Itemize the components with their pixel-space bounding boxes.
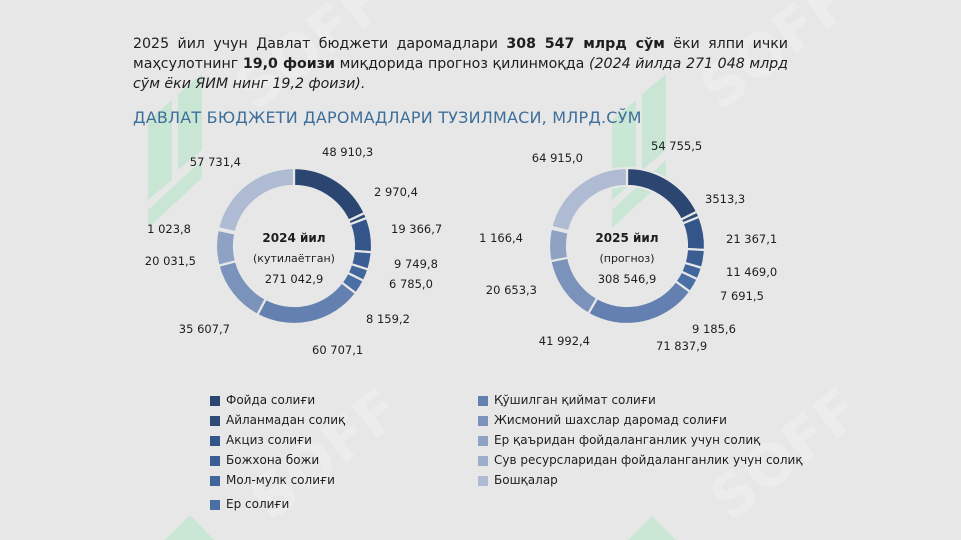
slice-value-label: 20 653,3 xyxy=(486,283,537,297)
legend-swatch xyxy=(210,396,220,406)
donut-chart-0: 48 910,3 2 970,4 19 366,7 9 749,8 6 785,0 8 1… xyxy=(145,145,442,357)
legend-swatch xyxy=(210,476,220,486)
slice-value-label: 71 837,9 xyxy=(656,339,707,353)
slice-value-label: 11 469,0 xyxy=(726,265,777,279)
legend-label: Ер солиғи xyxy=(226,497,290,511)
slice-value-label: 6 785,0 xyxy=(389,277,433,291)
slice-value-label: 1 023,8 xyxy=(147,222,191,236)
intro-text-3: миқдорида прогноз қилинмоқда xyxy=(334,56,589,72)
legend-label: Ер қаъридан фойдаланганлик учун солиқ xyxy=(494,433,761,447)
intro-text-1: 2025 йил учун Давлат бюджети даромадлари xyxy=(133,36,507,52)
donut-slice xyxy=(216,166,296,234)
legend-swatch xyxy=(210,500,220,510)
slice-value-label: 57 731,4 xyxy=(190,155,241,169)
slice-value-label: 54 755,5 xyxy=(651,139,702,153)
donut-chart-1: 54 755,5 3513,3 21 367,1 11 469,0 7 691,5 9 1… xyxy=(479,139,777,353)
legend-swatch xyxy=(210,436,220,446)
legend-swatch xyxy=(210,456,220,466)
legend-label: Айланмадан солиқ xyxy=(226,413,346,427)
legend-swatch xyxy=(478,416,488,426)
slice-value-label: 41 992,4 xyxy=(539,334,590,348)
intro-text-2: ёки ялпи ички маҳсулотнинг xyxy=(133,36,788,72)
slice-value-label: 3513,3 xyxy=(705,192,745,206)
legend-swatch xyxy=(478,456,488,466)
donut-center-title: 2025 йил xyxy=(595,231,658,245)
slice-value-label: 21 367,1 xyxy=(726,232,777,246)
slice-value-label: 19 366,7 xyxy=(391,222,442,236)
intro-note-2024: (2024 йилда 271 048 млрд сўм ёки ЯИМ нин… xyxy=(133,56,788,92)
slice-value-label: 7 691,5 xyxy=(720,289,764,303)
donut-center-total: 271 042,9 xyxy=(265,272,324,286)
legend-label: Жисмоний шахслар даромад солиғи xyxy=(494,413,727,427)
legend-label: Акциз солиғи xyxy=(226,433,312,447)
chart-heading: ДАВЛАТ БЮДЖЕТИ ДАРОМАДЛАРИ ТУЗИЛМАСИ, МЛ… xyxy=(133,108,642,127)
legend-swatch xyxy=(210,416,220,426)
slice-value-label: 9 749,8 xyxy=(394,257,438,271)
donut-slice xyxy=(550,166,629,233)
donut-center-total: 308 546,9 xyxy=(598,272,657,286)
legend-label: Мол-мулк солиғи xyxy=(226,473,335,487)
slice-value-label: 35 607,7 xyxy=(179,322,230,336)
donut-center-title: 2024 йил xyxy=(262,231,325,245)
legend-label: Фойда солиғи xyxy=(226,393,316,407)
legend-label: Сув ресурсларидан фойдаланганлик учун со… xyxy=(494,453,803,467)
slice-value-label: 8 159,2 xyxy=(366,312,410,326)
slice-value-label: 9 185,6 xyxy=(692,322,736,336)
legend-label: Божхона божи xyxy=(226,453,320,467)
donut-center-subtitle: (кутилаётган) xyxy=(253,252,335,265)
slice-value-label: 1 166,4 xyxy=(479,231,523,245)
slice-value-label: 48 910,3 xyxy=(322,145,373,159)
slice-value-label: 20 031,5 xyxy=(145,254,196,268)
donut-center-subtitle: (прогноз) xyxy=(599,252,654,265)
legend-swatch xyxy=(478,436,488,446)
legend-label: Қўшилган қиймат солиғи xyxy=(494,393,656,407)
intro-total-2025: 308 547 млрд сўм xyxy=(506,36,665,52)
intro-paragraph: 2025 йил учун Давлат бюджети даромадлари… xyxy=(133,34,788,94)
slice-value-label: 60 707,1 xyxy=(312,343,363,357)
legend-swatch xyxy=(478,396,488,406)
legend-label: Бошқалар xyxy=(494,473,558,487)
slice-value-label: 64 915,0 xyxy=(532,151,583,165)
intro-gdp-share: 19,0 фоизи xyxy=(242,56,335,72)
slice-value-label: 2 970,4 xyxy=(374,185,418,199)
legend-swatch xyxy=(478,476,488,486)
